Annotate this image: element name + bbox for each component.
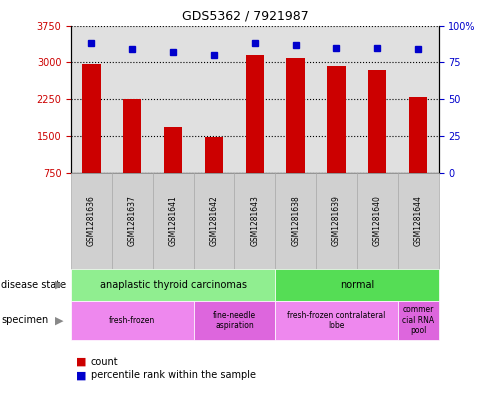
Text: GSM1281636: GSM1281636	[87, 196, 96, 246]
Bar	[245, 55, 264, 173]
Bar	[164, 127, 182, 173]
Bar	[327, 66, 345, 173]
Bar	[123, 99, 142, 173]
Text: GSM1281637: GSM1281637	[128, 196, 137, 246]
Text: ▶: ▶	[54, 315, 63, 325]
Bar	[205, 137, 223, 173]
Text: GSM1281639: GSM1281639	[332, 196, 341, 246]
Text: GSM1281640: GSM1281640	[373, 196, 382, 246]
Text: GSM1281641: GSM1281641	[169, 196, 178, 246]
Text: count: count	[91, 356, 118, 367]
Text: percentile rank within the sample: percentile rank within the sample	[91, 370, 256, 380]
Text: ▶: ▶	[54, 280, 63, 290]
Text: GSM1281644: GSM1281644	[414, 196, 423, 246]
Text: fresh-frozen contralateral
lobe: fresh-frozen contralateral lobe	[287, 310, 386, 330]
Text: anaplastic thyroid carcinomas: anaplastic thyroid carcinomas	[99, 280, 246, 290]
Bar	[287, 59, 305, 173]
Bar	[409, 97, 427, 173]
Text: normal: normal	[340, 280, 374, 290]
Text: GDS5362 / 7921987: GDS5362 / 7921987	[182, 10, 308, 23]
Text: commer
cial RNA
pool: commer cial RNA pool	[402, 305, 434, 335]
Text: GSM1281642: GSM1281642	[209, 196, 219, 246]
Text: disease state: disease state	[1, 280, 66, 290]
Bar	[82, 64, 100, 173]
Bar	[368, 70, 387, 173]
Text: specimen: specimen	[1, 315, 48, 325]
Text: fresh-frozen: fresh-frozen	[109, 316, 155, 325]
Text: fine-needle
aspiration: fine-needle aspiration	[213, 310, 256, 330]
Text: ■: ■	[76, 356, 86, 367]
Text: ■: ■	[76, 370, 86, 380]
Text: GSM1281638: GSM1281638	[291, 196, 300, 246]
Text: GSM1281643: GSM1281643	[250, 196, 259, 246]
